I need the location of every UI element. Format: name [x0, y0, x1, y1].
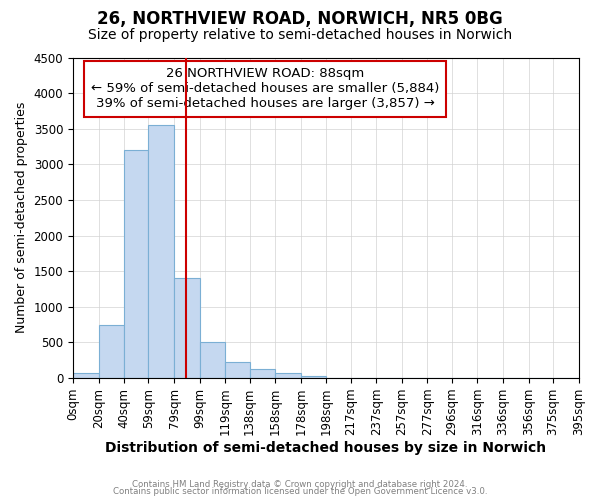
Bar [200, 342, 225, 378]
Y-axis label: Number of semi-detached properties: Number of semi-detached properties [15, 102, 28, 334]
Text: Size of property relative to semi-detached houses in Norwich: Size of property relative to semi-detach… [88, 28, 512, 42]
Text: 26 NORTHVIEW ROAD: 88sqm
← 59% of semi-detached houses are smaller (5,884)
39% o: 26 NORTHVIEW ROAD: 88sqm ← 59% of semi-d… [91, 67, 439, 110]
Text: Contains public sector information licensed under the Open Government Licence v3: Contains public sector information licen… [113, 487, 487, 496]
Bar [98, 324, 124, 378]
Text: 26, NORTHVIEW ROAD, NORWICH, NR5 0BG: 26, NORTHVIEW ROAD, NORWICH, NR5 0BG [97, 10, 503, 28]
Bar [148, 125, 174, 378]
Bar [225, 362, 250, 378]
Bar [250, 369, 275, 378]
Bar [301, 376, 326, 378]
Bar [124, 150, 148, 378]
X-axis label: Distribution of semi-detached houses by size in Norwich: Distribution of semi-detached houses by … [105, 441, 546, 455]
Text: Contains HM Land Registry data © Crown copyright and database right 2024.: Contains HM Land Registry data © Crown c… [132, 480, 468, 489]
Bar [275, 373, 301, 378]
Bar [73, 373, 98, 378]
Bar [174, 278, 200, 378]
